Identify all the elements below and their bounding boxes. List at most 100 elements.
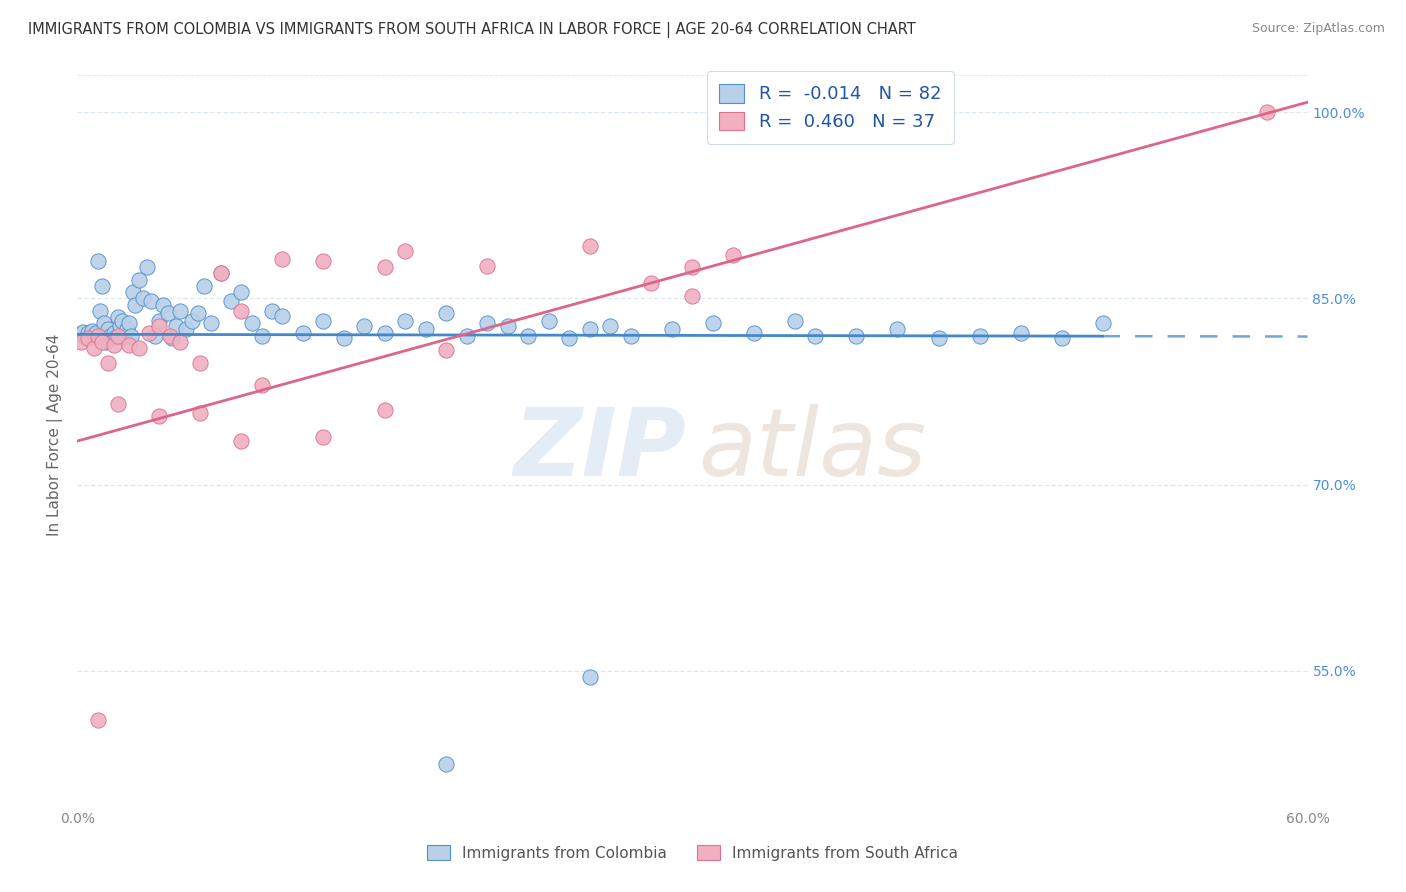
Point [160, 331, 183, 345]
Point [159, 328, 181, 343]
Point [152, 297, 174, 311]
Point [120, 328, 142, 343]
Point [84, 326, 107, 340]
Point [209, 267, 232, 281]
Point [128, 273, 150, 287]
Point [97, 322, 120, 336]
Point [94, 334, 117, 349]
Point [702, 316, 724, 330]
Point [187, 306, 209, 320]
Point [783, 313, 806, 327]
Point [333, 331, 356, 345]
Point [169, 334, 191, 349]
Point [394, 313, 416, 327]
Text: atlas: atlas [699, 404, 927, 495]
Point [312, 313, 335, 327]
Point [200, 316, 222, 330]
Point [240, 316, 263, 330]
Point [148, 318, 170, 333]
Point [136, 260, 159, 275]
Point [76, 326, 98, 340]
Point [415, 322, 437, 336]
Point [969, 328, 991, 343]
Point [165, 318, 187, 333]
Point [115, 322, 138, 336]
Point [231, 285, 253, 299]
Point [374, 403, 396, 417]
Point [101, 331, 124, 345]
Point [97, 356, 120, 370]
Point [148, 409, 170, 424]
Point [723, 248, 745, 262]
Legend: Immigrants from Colombia, Immigrants from South Africa: Immigrants from Colombia, Immigrants fro… [420, 838, 965, 867]
Point [193, 278, 215, 293]
Point [436, 343, 458, 358]
Point [374, 260, 396, 275]
Point [477, 316, 499, 330]
Point [103, 326, 125, 340]
Point [1010, 326, 1032, 340]
Point [76, 331, 98, 345]
Point [141, 293, 163, 308]
Point [682, 260, 704, 275]
Point [271, 252, 294, 266]
Point [174, 322, 197, 336]
Point [111, 313, 134, 327]
Point [93, 316, 115, 330]
Point [107, 397, 129, 411]
Point [110, 318, 132, 333]
Point [661, 322, 683, 336]
Point [103, 338, 125, 352]
Point [517, 328, 540, 343]
Point [87, 254, 110, 268]
Point [75, 331, 97, 345]
Point [579, 322, 602, 336]
Point [640, 277, 662, 291]
Text: Source: ZipAtlas.com: Source: ZipAtlas.com [1251, 22, 1385, 36]
Point [79, 330, 101, 344]
Point [231, 303, 253, 318]
Point [742, 326, 765, 340]
Point [682, 289, 704, 303]
Point [138, 326, 160, 340]
Point [579, 239, 602, 253]
Point [80, 324, 103, 338]
Point [148, 313, 170, 327]
Point [312, 254, 335, 268]
Point [262, 303, 284, 318]
Point [181, 313, 204, 327]
Point [1091, 316, 1114, 330]
Point [477, 259, 499, 273]
Point [394, 244, 416, 259]
Point [87, 328, 110, 343]
Point [121, 285, 143, 299]
Point [124, 297, 146, 311]
Point [436, 756, 458, 771]
Point [70, 334, 93, 349]
Point [169, 303, 191, 318]
Point [579, 670, 602, 684]
Point [374, 326, 396, 340]
Point [250, 328, 273, 343]
Point [209, 267, 232, 281]
Point [886, 322, 908, 336]
Point [558, 331, 581, 345]
Point [291, 326, 314, 340]
Point [231, 434, 253, 448]
Point [845, 328, 868, 343]
Point [312, 430, 335, 444]
Point [132, 291, 155, 305]
Point [67, 327, 90, 342]
Point [537, 313, 560, 327]
Point [496, 318, 519, 333]
Point [105, 330, 128, 344]
Point [143, 328, 166, 343]
Point [117, 316, 139, 330]
Point [620, 328, 643, 343]
Point [804, 328, 827, 343]
Point [83, 328, 105, 343]
Point [456, 328, 478, 343]
Point [117, 338, 139, 352]
Point [599, 318, 621, 333]
Point [1050, 331, 1073, 345]
